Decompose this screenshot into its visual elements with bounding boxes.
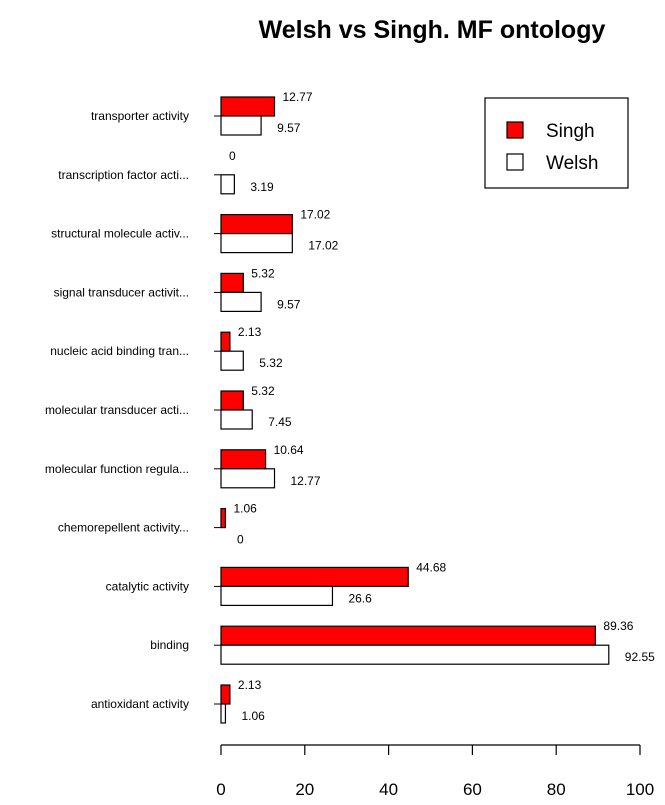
category-label: nucleic acid binding tran... bbox=[50, 344, 189, 358]
value-label: 44.68 bbox=[416, 560, 446, 574]
category-label: molecular function regula... bbox=[45, 462, 189, 476]
bar-welsh bbox=[220, 115, 262, 136]
legend-swatch bbox=[506, 153, 524, 171]
labels-layer: antioxidant activity 2.13 1.06 binding 89.36… bbox=[45, 90, 655, 723]
x-tick-label: 0 bbox=[216, 780, 225, 799]
category-label: transcription factor acti... bbox=[58, 168, 189, 182]
value-label: 9.57 bbox=[277, 297, 301, 311]
value-label: 5.32 bbox=[259, 356, 283, 370]
bars-layer bbox=[214, 96, 610, 724]
bar-singh bbox=[220, 684, 231, 705]
value-label: 26.6 bbox=[348, 591, 372, 605]
value-label: 0 bbox=[229, 149, 236, 163]
value-label: 17.02 bbox=[300, 208, 330, 222]
bar-welsh bbox=[220, 174, 235, 195]
x-tick-label: 100 bbox=[626, 780, 654, 799]
category-label: molecular transducer acti... bbox=[45, 403, 189, 417]
x-tick-label: 40 bbox=[379, 780, 398, 799]
bar-singh bbox=[220, 272, 244, 293]
bar-singh bbox=[220, 390, 244, 411]
value-label: 10.64 bbox=[274, 443, 304, 457]
legend-label: Singh bbox=[546, 121, 595, 142]
legend: Singh Welsh bbox=[484, 97, 629, 189]
value-label: 0 bbox=[237, 533, 244, 547]
value-label: 2.13 bbox=[238, 678, 262, 692]
value-label: 5.32 bbox=[251, 266, 275, 280]
bar-singh bbox=[220, 331, 231, 352]
value-label: 7.45 bbox=[268, 415, 292, 429]
bar-welsh bbox=[220, 644, 610, 665]
bar-welsh bbox=[220, 468, 276, 489]
bar-welsh bbox=[220, 233, 293, 254]
value-label: 1.06 bbox=[241, 709, 265, 723]
legend-box bbox=[484, 97, 629, 189]
bar-singh bbox=[220, 625, 597, 646]
bar-welsh bbox=[220, 409, 253, 430]
value-label: 92.55 bbox=[625, 650, 655, 664]
legend-label: Welsh bbox=[546, 153, 598, 174]
category-label: structural molecule activ... bbox=[51, 227, 189, 241]
value-label: 12.77 bbox=[291, 474, 321, 488]
value-label: 1.06 bbox=[233, 502, 257, 516]
x-axis: 0 20 40 60 80 100 bbox=[216, 744, 654, 799]
category-label: signal transducer activit... bbox=[54, 285, 189, 299]
value-label: 2.13 bbox=[238, 325, 262, 339]
value-label: 17.02 bbox=[308, 239, 338, 253]
value-label: 89.36 bbox=[603, 619, 633, 633]
category-label: binding bbox=[150, 638, 189, 652]
x-tick-label: 80 bbox=[547, 780, 566, 799]
bar-singh bbox=[220, 449, 267, 470]
legend-swatch bbox=[506, 121, 524, 139]
value-label: 9.57 bbox=[277, 121, 301, 135]
value-label: 12.77 bbox=[283, 90, 313, 104]
category-label: transporter activity bbox=[91, 109, 189, 123]
category-label: catalytic activity bbox=[106, 579, 189, 593]
bar-singh bbox=[220, 566, 409, 588]
value-label: 5.32 bbox=[251, 384, 275, 398]
bar-welsh bbox=[220, 585, 334, 607]
x-tick-label: 20 bbox=[295, 780, 314, 799]
category-label: chemorepellent activity... bbox=[58, 521, 189, 535]
bar-welsh bbox=[220, 703, 227, 724]
bar-singh bbox=[220, 508, 227, 529]
bar-singh bbox=[220, 214, 293, 235]
value-label: 3.19 bbox=[250, 180, 274, 194]
x-tick-label: 60 bbox=[463, 780, 482, 799]
chart-title: Welsh vs Singh. MF ontology bbox=[259, 16, 606, 44]
bar-welsh bbox=[220, 291, 262, 312]
bar-welsh bbox=[220, 350, 244, 371]
category-label: antioxidant activity bbox=[91, 697, 189, 711]
bar-singh bbox=[220, 96, 276, 117]
